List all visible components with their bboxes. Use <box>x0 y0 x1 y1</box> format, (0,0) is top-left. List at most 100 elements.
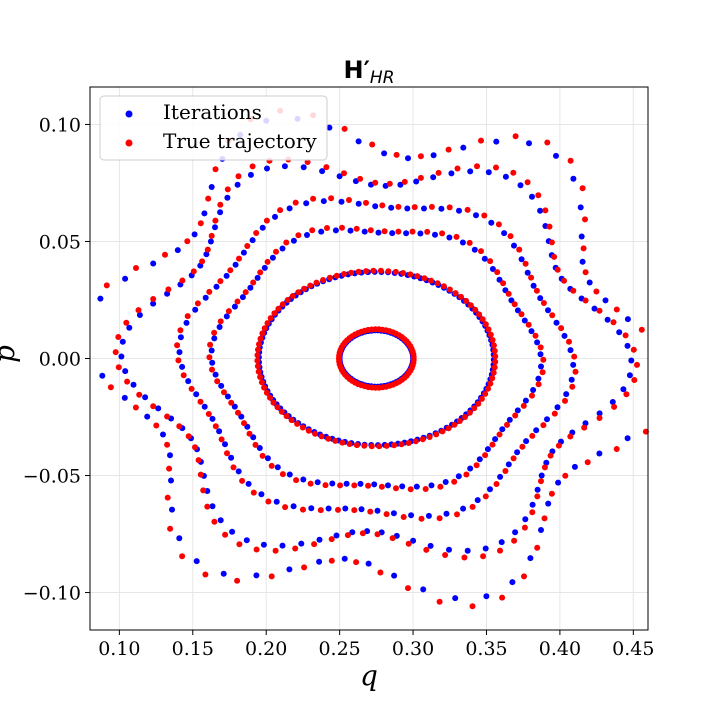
data-point <box>570 287 577 294</box>
data-point <box>439 230 446 237</box>
data-point <box>524 179 531 186</box>
data-point <box>150 300 157 307</box>
data-point <box>294 420 301 427</box>
data-point <box>122 275 129 282</box>
data-point <box>328 536 335 543</box>
data-point <box>526 140 532 147</box>
data-point <box>259 452 266 459</box>
data-point <box>485 385 491 392</box>
data-point <box>320 198 327 205</box>
data-point <box>535 381 542 388</box>
data-point <box>488 219 495 226</box>
data-point <box>107 384 114 391</box>
data-point <box>355 200 362 207</box>
data-point <box>374 507 381 514</box>
data-point <box>506 416 513 423</box>
data-point <box>253 572 260 579</box>
data-point <box>534 544 541 551</box>
data-point <box>478 137 484 144</box>
data-point <box>405 440 412 446</box>
data-point <box>183 319 190 326</box>
data-point <box>303 200 310 207</box>
data-point <box>528 328 535 335</box>
data-point <box>326 274 333 281</box>
data-point <box>136 391 143 398</box>
data-point <box>286 205 293 212</box>
data-point <box>203 251 210 258</box>
data-point <box>193 391 200 398</box>
data-point <box>473 212 479 219</box>
data-point <box>328 195 335 202</box>
data-point <box>341 170 347 177</box>
data-point <box>492 358 499 365</box>
data-point <box>201 210 208 217</box>
data-point <box>525 321 532 328</box>
data-point <box>420 586 427 593</box>
data-point <box>142 394 149 401</box>
data-point <box>580 245 587 252</box>
data-point <box>474 163 480 170</box>
data-point <box>343 480 350 487</box>
data-point <box>547 452 554 459</box>
data-point <box>214 378 221 385</box>
data-point <box>150 403 157 410</box>
data-point <box>478 395 485 402</box>
data-point <box>423 546 430 553</box>
data-point <box>460 144 467 151</box>
data-point <box>579 185 586 192</box>
data-point <box>180 372 187 379</box>
data-point <box>309 227 316 234</box>
data-point <box>493 481 500 487</box>
data-point <box>469 603 476 610</box>
x-tick-label: 0.40 <box>539 638 581 660</box>
data-point <box>512 133 519 140</box>
data-point <box>229 528 236 535</box>
data-point <box>548 239 555 246</box>
data-point <box>217 517 224 524</box>
data-point <box>490 342 497 349</box>
data-point <box>514 407 521 414</box>
data-point <box>218 382 225 389</box>
data-point <box>193 558 200 565</box>
data-point <box>175 357 182 364</box>
data-point <box>440 283 447 290</box>
data-point <box>118 353 125 360</box>
data-point <box>273 248 279 255</box>
data-point <box>596 415 603 421</box>
data-point <box>537 344 544 351</box>
data-point <box>491 347 498 354</box>
x-tick-label: 0.35 <box>465 638 507 660</box>
data-point <box>561 277 567 284</box>
data-point <box>596 307 603 314</box>
data-point <box>201 403 208 410</box>
data-point <box>482 545 489 552</box>
data-point <box>507 233 514 240</box>
data-point <box>167 452 173 459</box>
data-point <box>355 138 362 145</box>
legend-marker-true-trajectory <box>125 139 133 147</box>
data-point <box>264 320 271 327</box>
data-point <box>452 595 459 602</box>
data-point <box>407 486 414 493</box>
data-point <box>579 258 586 265</box>
data-point <box>213 283 220 290</box>
data-point <box>267 315 274 322</box>
data-point <box>493 138 500 145</box>
data-point <box>150 296 157 302</box>
data-point <box>234 181 241 188</box>
data-point <box>167 525 174 532</box>
data-point <box>115 364 122 371</box>
data-point <box>208 184 215 190</box>
data-point <box>260 541 267 548</box>
data-point <box>538 478 544 485</box>
data-point <box>534 493 541 500</box>
legend-label-iterations: Iterations <box>163 100 262 124</box>
data-point <box>538 472 545 479</box>
title-subscript: HR <box>370 68 395 88</box>
data-point <box>569 383 576 390</box>
data-point <box>123 319 130 326</box>
y-ticks: −0.10 −0.05 0.00 0.05 0.10 <box>23 114 90 605</box>
data-point <box>217 201 224 208</box>
data-point <box>224 194 231 201</box>
data-point <box>442 552 449 558</box>
